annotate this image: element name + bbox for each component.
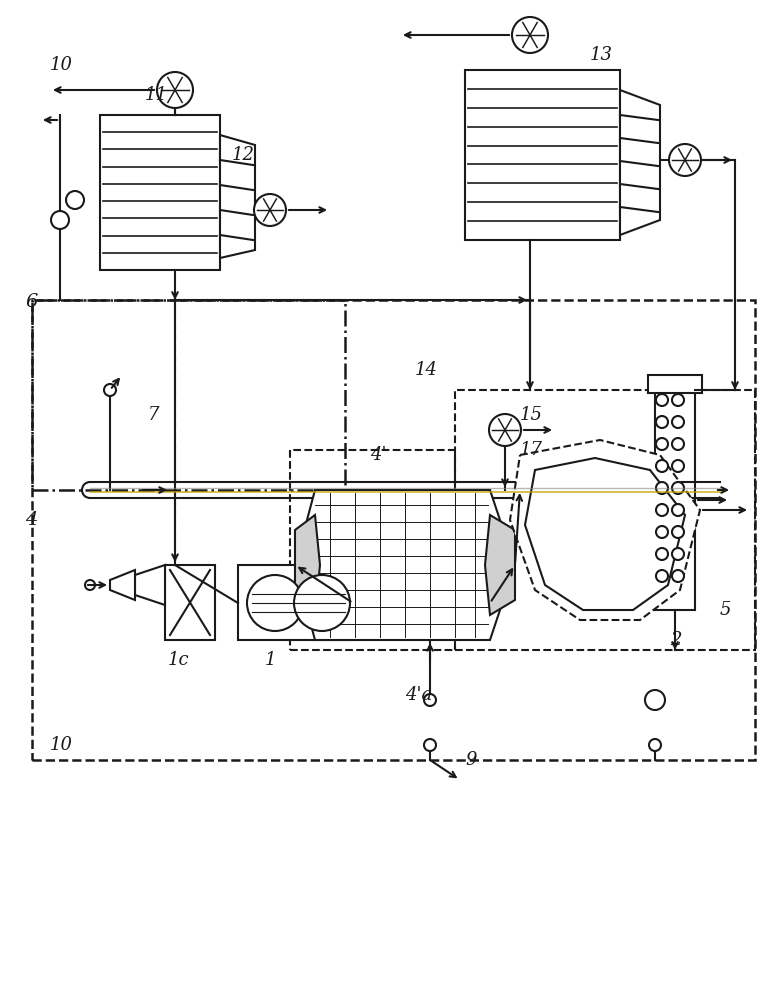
Bar [32, 300, 755, 760]
Circle shape [66, 191, 84, 209]
Text: 1c: 1c [168, 651, 189, 669]
Circle shape [672, 526, 684, 538]
Circle shape [645, 690, 665, 710]
Bar [648, 375, 702, 393]
Polygon shape [620, 90, 660, 235]
Text: 13: 13 [590, 46, 613, 64]
Circle shape [672, 548, 684, 560]
Circle shape [656, 504, 668, 516]
Text: 1: 1 [265, 651, 276, 669]
Circle shape [669, 144, 701, 176]
Circle shape [254, 194, 286, 226]
Bar [32, 300, 345, 490]
Polygon shape [295, 515, 320, 615]
Polygon shape [135, 565, 165, 605]
Text: 15: 15 [520, 406, 543, 424]
Text: 4': 4' [370, 446, 386, 464]
Text: 9: 9 [465, 751, 476, 769]
Bar [655, 390, 695, 610]
Circle shape [247, 575, 303, 631]
Circle shape [512, 17, 548, 53]
Circle shape [85, 580, 95, 590]
Text: 4: 4 [25, 511, 37, 529]
Text: 6: 6 [25, 293, 37, 311]
Circle shape [51, 211, 69, 229]
Bar [238, 565, 353, 640]
Text: 14: 14 [415, 361, 438, 379]
Circle shape [672, 394, 684, 406]
Circle shape [672, 438, 684, 450]
Circle shape [424, 694, 436, 706]
Circle shape [656, 416, 668, 428]
Polygon shape [110, 570, 135, 600]
Circle shape [157, 72, 193, 108]
Circle shape [656, 482, 668, 494]
Text: 5: 5 [720, 601, 732, 619]
Text: 10: 10 [50, 736, 73, 754]
Circle shape [672, 504, 684, 516]
Polygon shape [510, 440, 700, 620]
Polygon shape [525, 458, 685, 610]
Circle shape [104, 384, 116, 396]
Circle shape [672, 570, 684, 582]
Text: 17: 17 [520, 441, 543, 459]
Circle shape [424, 739, 436, 751]
Circle shape [656, 526, 668, 538]
Circle shape [656, 460, 668, 472]
Bar [165, 565, 215, 640]
Text: 4'a: 4'a [405, 686, 432, 704]
Circle shape [649, 739, 661, 751]
Bar [290, 450, 455, 650]
Bar [100, 115, 220, 270]
Polygon shape [295, 490, 515, 640]
Bar [465, 70, 620, 240]
Circle shape [672, 416, 684, 428]
Text: 7: 7 [148, 406, 160, 424]
Text: 12: 12 [232, 146, 255, 164]
Polygon shape [220, 135, 255, 258]
Text: 11: 11 [145, 86, 168, 104]
Circle shape [489, 414, 521, 446]
Circle shape [656, 438, 668, 450]
Polygon shape [485, 515, 515, 615]
Circle shape [656, 394, 668, 406]
Circle shape [656, 548, 668, 560]
Circle shape [672, 460, 684, 472]
Circle shape [294, 575, 350, 631]
Circle shape [672, 482, 684, 494]
Circle shape [656, 570, 668, 582]
Bar [455, 390, 755, 650]
Text: 10: 10 [50, 56, 73, 74]
Text: 2: 2 [670, 631, 681, 649]
